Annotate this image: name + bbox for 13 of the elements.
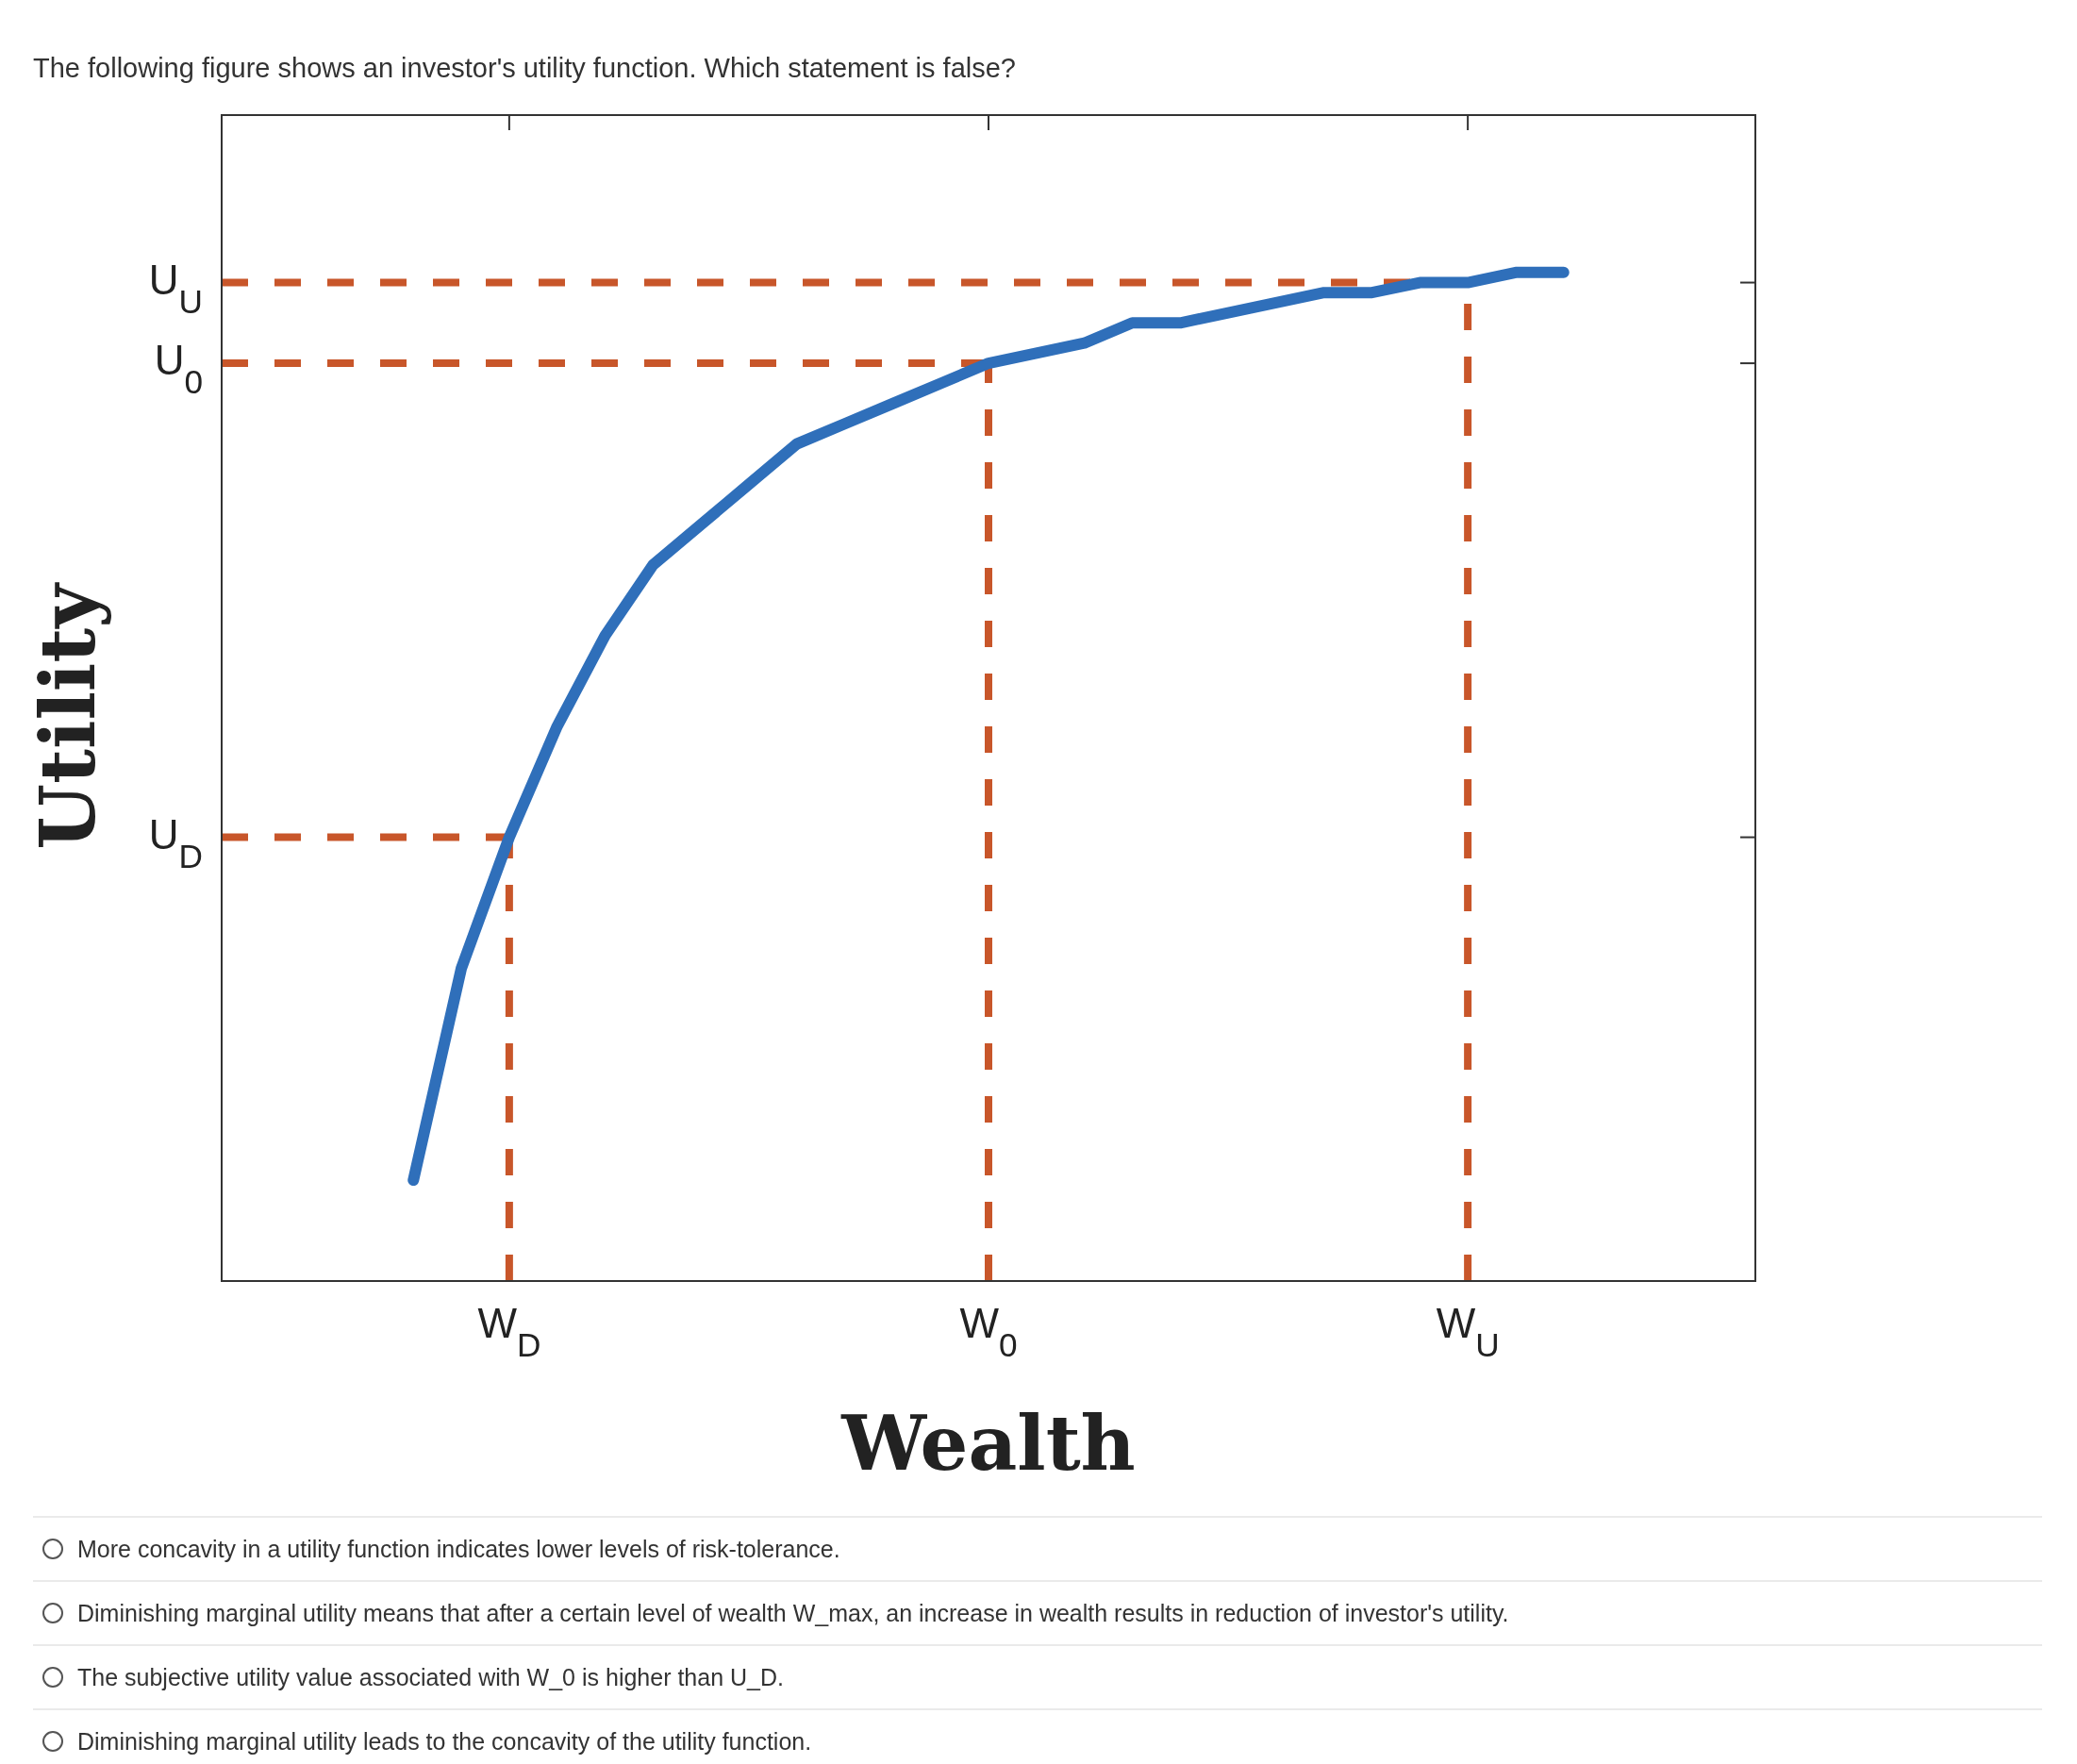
ref-line-label: U$_{U}$ xyxy=(148,256,203,320)
chart-title: The following figure shows an investor's utility function. Which statement is false? xyxy=(33,53,1016,83)
ref-line-label: U$_{D}$ xyxy=(148,810,203,874)
x-tick-label: W$_{U}$ xyxy=(1436,1300,1500,1363)
x-tick-label: W$_{D}$ xyxy=(477,1300,541,1363)
text: Diminishing marginal utility leads to the concavity of the utility function. xyxy=(77,1728,812,1755)
text: The subjective utility value associated with W_0 is higher than U_D. xyxy=(77,1664,784,1690)
text: More concavity in a utility function indicates lower levels of risk-tolerance. xyxy=(77,1536,840,1562)
y-axis-title: Utility xyxy=(24,581,112,850)
x-axis-title: Wealth xyxy=(840,1399,1136,1488)
text: Diminishing marginal utility means that after a certain level of wealth W_max, an increase in wealth results in reduction of investor's utility. xyxy=(77,1600,1509,1626)
ref-line-label: U$_{0}$ xyxy=(154,337,203,400)
x-tick-label: W$_{0}$ xyxy=(959,1300,1018,1363)
